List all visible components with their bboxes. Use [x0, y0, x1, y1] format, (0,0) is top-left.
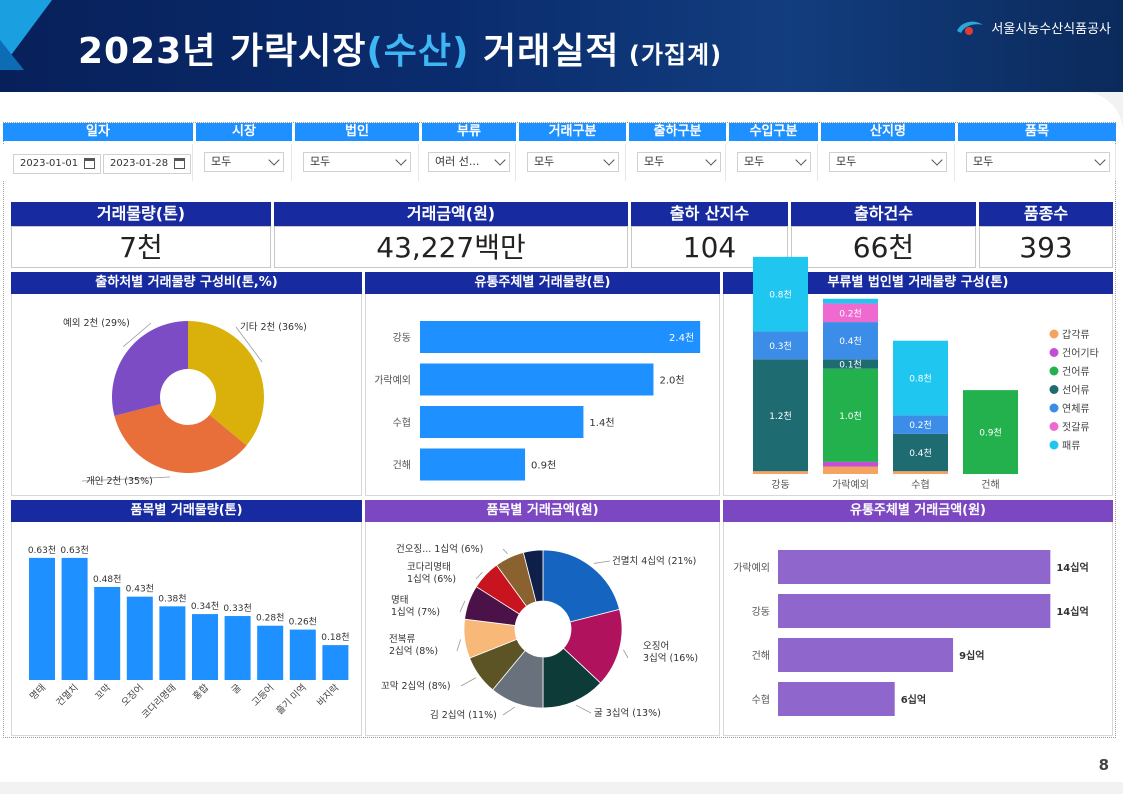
kpi-origins-value: 104 [631, 226, 788, 268]
import-type-value: 모두 [744, 155, 765, 168]
panel-cat-corp [723, 294, 1113, 496]
category-dropdown[interactable]: 여러 선... [428, 152, 510, 172]
chart-title-dist-volume: 유통주체별 거래물량(톤) [365, 272, 720, 294]
page-number: 8 [1098, 756, 1109, 774]
date-start-input[interactable]: 2023-01-01 [13, 154, 101, 174]
panel-item-volume [11, 522, 362, 736]
chevron-down-icon [494, 154, 506, 166]
filter-item: 모두 [958, 144, 1116, 181]
item-dropdown[interactable]: 모두 [966, 152, 1110, 172]
kpi-volume-label: 거래물량(톤) [11, 202, 271, 226]
kpi-amount-value: 43,227백만 [274, 226, 628, 268]
chevron-down-icon [931, 154, 943, 166]
item-value: 모두 [973, 155, 994, 168]
chart-title-item-amount: 품목별 거래금액(원) [365, 500, 720, 522]
chart-title-cat-corp: 부류별 법인별 거래물량 구성(톤) [723, 272, 1113, 294]
header-accent-shape [0, 40, 24, 70]
market-value: 모두 [211, 155, 232, 168]
panel-item-amount [365, 522, 720, 736]
filter-origin: 모두 [821, 144, 955, 181]
title-rest: 거래실적 [469, 31, 620, 72]
date-end-input[interactable]: 2023-01-28 [103, 154, 191, 174]
import-type-dropdown[interactable]: 모두 [737, 152, 811, 172]
chevron-down-icon [795, 154, 807, 166]
panel-dist-amount [723, 522, 1113, 736]
chevron-down-icon [603, 154, 615, 166]
origin-dropdown[interactable]: 모두 [829, 152, 947, 172]
origin-value: 모두 [836, 155, 857, 168]
category-value: 여러 선... [435, 155, 480, 168]
chevron-down-icon [268, 154, 280, 166]
filter-label-import-type: 수입구분 [729, 123, 818, 141]
filter-label-item: 품목 [958, 123, 1116, 141]
filter-label-category: 부류 [422, 123, 516, 141]
filter-import-type: 모두 [729, 144, 818, 181]
filter-label-trade-type: 거래구분 [519, 123, 626, 141]
panel-dist-volume [365, 294, 720, 496]
kpi-items-value: 393 [979, 226, 1113, 268]
filter-market: 모두 [196, 144, 292, 181]
title-accent: (수산) [366, 31, 470, 72]
panel-ship-share [11, 294, 362, 496]
filter-label-date: 일자 [3, 123, 193, 141]
org-logo: 서울시농수산식품공사 [955, 18, 1111, 37]
chart-title-ship-share: 출하처별 거래물량 구성비(톤,%) [11, 272, 362, 294]
org-logo-icon [957, 21, 984, 35]
kpi-items-label: 품종수 [979, 202, 1113, 226]
date-start-value: 2023-01-01 [20, 158, 79, 169]
filter-label-origin: 산지명 [821, 123, 955, 141]
date-end-value: 2023-01-28 [110, 158, 169, 169]
filter-label-corp: 법인 [295, 123, 419, 141]
corp-value: 모두 [310, 155, 331, 168]
market-dropdown[interactable]: 모두 [204, 152, 284, 172]
trade-type-value: 모두 [534, 155, 555, 168]
filter-corp: 모두 [295, 144, 419, 181]
kpi-origins-label: 출하 산지수 [631, 202, 788, 226]
ship-type-dropdown[interactable]: 모두 [637, 152, 721, 172]
org-name: 서울시농수산식품공사 [991, 22, 1111, 37]
calendar-icon[interactable] [84, 158, 95, 169]
header-banner: 2023년 가락시장(수산) 거래실적 (가집계) 서울시농수산식품공사 [0, 0, 1123, 92]
page-title: 2023년 가락시장(수산) 거래실적 (가집계) [78, 22, 722, 74]
kpi-shipments-value: 66천 [791, 226, 976, 268]
chart-title-item-volume: 품목별 거래물량(톤) [11, 500, 362, 522]
filter-trade-type: 모두 [519, 144, 626, 181]
corp-dropdown[interactable]: 모두 [303, 152, 411, 172]
filter-category: 여러 선... [422, 144, 516, 181]
filter-label-ship-type: 출하구분 [629, 123, 726, 141]
dashboard-frame [3, 122, 1116, 738]
chevron-down-icon [1094, 154, 1106, 166]
ship-type-value: 모두 [644, 155, 665, 168]
calendar-icon[interactable] [174, 158, 185, 169]
filter-ship-type: 모두 [629, 144, 726, 181]
title-main: 2023년 가락시장 [78, 31, 367, 72]
title-suffix: (가집계) [619, 41, 723, 69]
filter-date: 2023-01-01 2023-01-28 [3, 144, 193, 181]
chevron-down-icon [705, 154, 717, 166]
kpi-volume-value: 7천 [11, 226, 271, 268]
chart-title-dist-amount: 유통주체별 거래금액(원) [723, 500, 1113, 522]
kpi-amount-label: 거래금액(원) [274, 202, 628, 226]
trade-type-dropdown[interactable]: 모두 [527, 152, 619, 172]
filter-label-market: 시장 [196, 123, 292, 141]
kpi-shipments-label: 출하건수 [791, 202, 976, 226]
chevron-down-icon [395, 154, 407, 166]
